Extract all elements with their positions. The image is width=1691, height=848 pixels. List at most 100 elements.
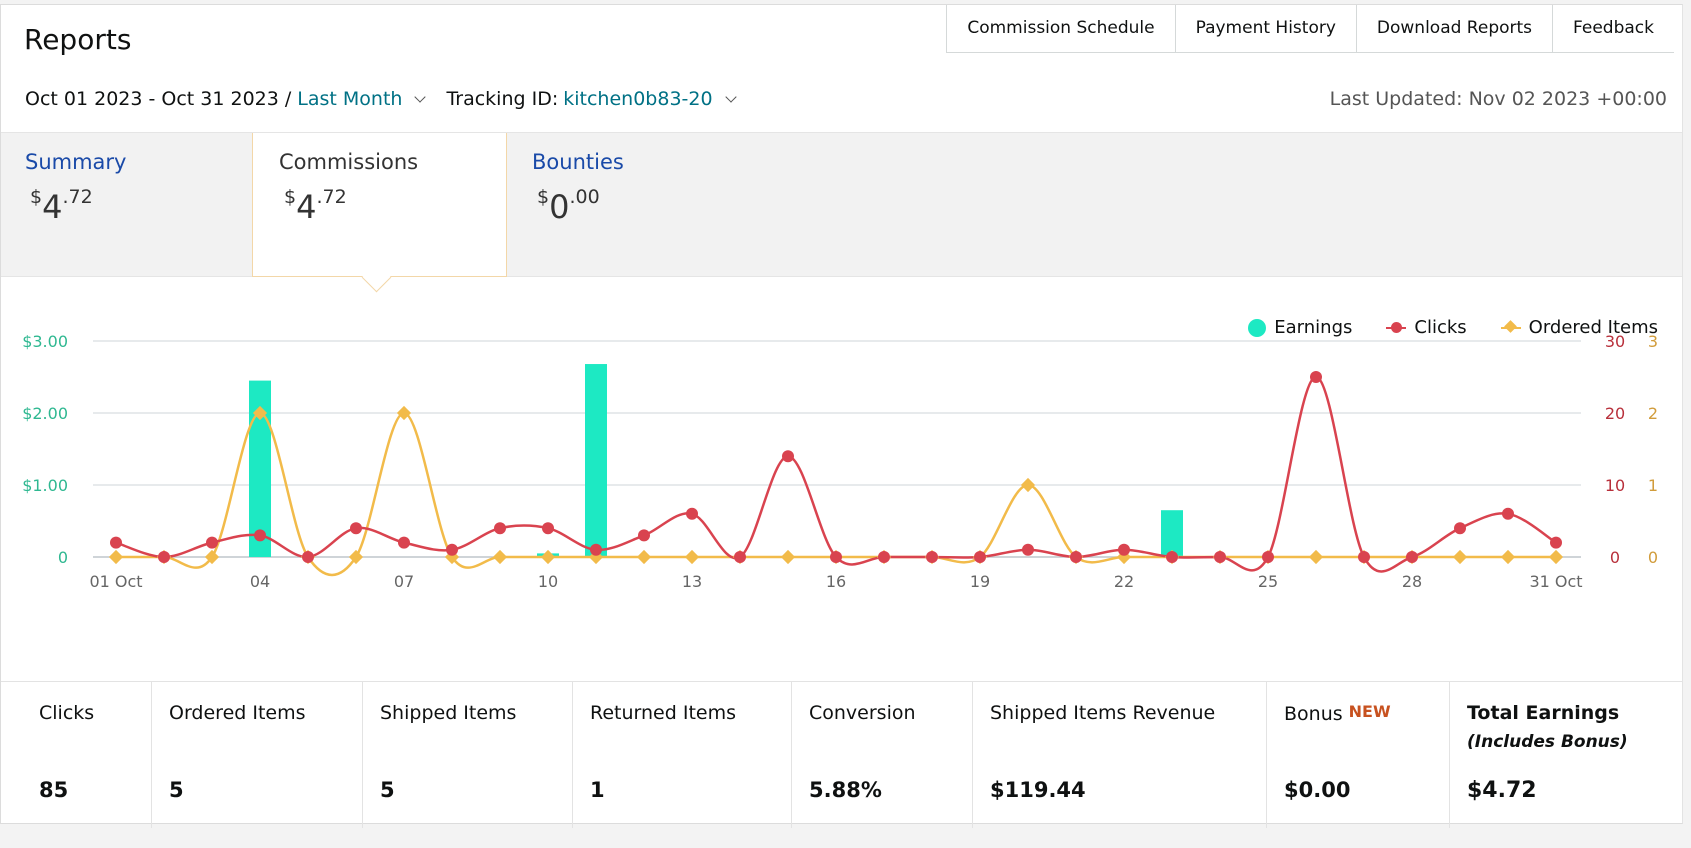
clicks-point [1118, 543, 1130, 556]
clicks-point [254, 529, 266, 542]
metric-total-sub: (Includes Bonus) [1467, 732, 1628, 752]
metric-shipped-revenue: Shipped Items Revenue $119.44 [973, 682, 1267, 828]
metric-shipped-label: Shipped Items [380, 702, 517, 724]
ordered-items-point [204, 549, 220, 565]
tracking-id-dropdown[interactable]: kitchen0b83-20 [563, 88, 713, 110]
legend-earnings-label: Earnings [1274, 317, 1353, 338]
commissions-tab[interactable]: Commissions $4.72 [252, 133, 507, 293]
metric-ordered-label: Ordered Items [169, 702, 306, 724]
clicks-point [1310, 371, 1322, 383]
reports-card: Reports Commission Schedule Payment Hist… [0, 4, 1683, 828]
left-axis-tick: 0 [58, 548, 68, 567]
ordered-items-point [252, 405, 268, 421]
summary-tab-label: Summary [25, 150, 127, 174]
clicks-marker-icon [1386, 321, 1407, 333]
x-axis-tick: 28 [1402, 572, 1422, 591]
clicks-point [158, 551, 170, 563]
metric-clicks-value: 85 [39, 778, 69, 802]
ordered-items-point [1548, 549, 1564, 565]
clicks-point [542, 522, 554, 535]
metric-ordered-items: Ordered Items 5 [152, 682, 363, 828]
clicks-point [110, 536, 122, 549]
last-updated: Last Updated: Nov 02 2023 +00:00 [1329, 88, 1667, 110]
x-axis-tick: 01 Oct [89, 572, 142, 591]
ordered-items-point [636, 549, 652, 565]
x-axis-tick: 25 [1258, 572, 1278, 591]
left-axis-tick: $3.00 [22, 332, 68, 351]
clicks-point [1406, 551, 1418, 563]
clicks-line [115, 375, 1557, 573]
clicks-point [494, 522, 506, 535]
payment-history-tab[interactable]: Payment History [1176, 5, 1357, 52]
bounties-tab[interactable]: Bounties $0.00 [505, 133, 757, 276]
download-reports-tab[interactable]: Download Reports [1357, 5, 1554, 52]
ordered-items-point [1308, 549, 1324, 565]
earnings-chart: 0 0 0 $1.00 10 1 $2.00 20 2 $3.00 30 3 01 Oct 04 07 10 1… [22, 332, 1658, 591]
x-axis-tick: 07 [394, 572, 414, 591]
clicks-point [350, 522, 362, 535]
clicks-point [830, 551, 842, 563]
commissions-tab-label: Commissions [279, 150, 419, 174]
metric-ordered-value: 5 [169, 778, 184, 802]
ordered-marker-icon [1500, 326, 1521, 329]
metric-revenue-label: Shipped Items Revenue [990, 702, 1216, 724]
legend-earnings[interactable]: Earnings [1248, 317, 1352, 338]
feedback-tab[interactable]: Feedback [1573, 18, 1654, 38]
ordered-items-point [1452, 549, 1468, 565]
metric-conversion: Conversion 5.88% [792, 682, 973, 828]
clicks-point [446, 543, 458, 556]
period-dropdown[interactable]: Last Month [297, 88, 403, 110]
ordered-items-point [108, 549, 124, 565]
bounties-amount: $0.00 [537, 186, 600, 226]
clicks-point [734, 551, 746, 563]
earnings-bar [249, 380, 271, 557]
metric-returned-items: Returned Items 1 [573, 682, 792, 828]
clicks-point [1070, 551, 1082, 563]
ordered-items-point [684, 549, 700, 565]
x-axis-tick: 13 [682, 572, 702, 591]
clicks-axis-tick: 20 [1605, 404, 1625, 423]
tracking-chevron-down-icon[interactable] [724, 91, 737, 103]
ordered-axis-tick: 2 [1648, 404, 1658, 423]
clicks-point [1262, 551, 1274, 563]
metric-conversion-value: 5.88% [809, 778, 882, 802]
earnings-bar [585, 364, 607, 557]
new-badge: NEW [1348, 702, 1391, 721]
clicks-point [974, 551, 986, 563]
clicks-point [1454, 522, 1466, 535]
ordered-items-point [348, 549, 364, 565]
metric-total-label: Total Earnings (Includes Bonus) [1467, 702, 1628, 752]
metric-total-value: $4.72 [1467, 778, 1537, 803]
metric-returned-label: Returned Items [590, 702, 736, 724]
clicks-point [1166, 551, 1178, 563]
metric-clicks: Clicks 85 [1, 682, 152, 828]
clicks-point [1502, 507, 1514, 520]
clicks-point [398, 536, 410, 549]
legend-clicks-label: Clicks [1414, 317, 1467, 338]
ordered-items-point [540, 549, 556, 565]
ordered-items-point [396, 405, 412, 421]
summary-tab[interactable]: Summary $4.72 [1, 133, 253, 276]
clicks-point [1358, 551, 1370, 563]
clicks-point [1022, 543, 1034, 556]
legend-ordered-items[interactable]: Ordered Items [1500, 317, 1658, 338]
metric-conversion-label: Conversion [809, 702, 916, 724]
report-filters: Oct 01 2023 - Oct 31 2023 / Last Month T… [25, 88, 749, 110]
clicks-point [1550, 536, 1562, 549]
x-axis-tick: 04 [250, 572, 270, 591]
clicks-point [686, 507, 698, 520]
left-axis-tick: $1.00 [22, 476, 68, 495]
clicks-point [1214, 551, 1226, 563]
ordered-items-point [1500, 549, 1516, 565]
legend-clicks[interactable]: Clicks [1386, 317, 1467, 338]
earnings-dot-icon [1248, 318, 1267, 337]
ordered-items-point [1020, 477, 1036, 493]
x-axis-tick: 22 [1114, 572, 1134, 591]
period-chevron-down-icon[interactable] [414, 91, 427, 103]
commission-schedule-tab[interactable]: Commission Schedule [947, 5, 1176, 52]
metric-total-earnings: Total Earnings (Includes Bonus) $4.72 [1450, 682, 1682, 828]
summary-amount: $4.72 [30, 186, 93, 226]
ordered-axis-tick: 1 [1648, 476, 1658, 495]
clicks-point [590, 543, 602, 556]
clicks-axis-tick: 10 [1605, 476, 1625, 495]
